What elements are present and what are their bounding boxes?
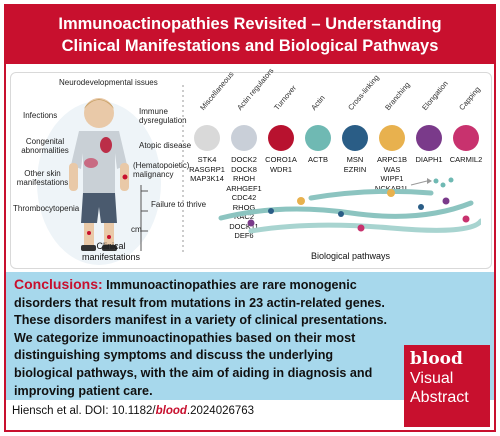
pathways-caption: Biological pathways (311, 251, 391, 261)
citation: Hiensch et al. DOI: 10.1182/blood.202402… (12, 405, 254, 417)
label-atopic: Atopic disease (139, 141, 192, 150)
label-thrombocytopenia: Thrombocytopenia (13, 204, 80, 213)
gene-list: CORO1A WDR1 (251, 155, 311, 174)
gene-list: DOCK2 DOCK8 RHOH ARHGEF1 CDC42 RHOG RAC2 DOCK11… (214, 155, 274, 241)
gene-label: ACTB (307, 155, 328, 164)
conclusions-label: Conclusions: (14, 276, 103, 292)
gene-label: DEF6 (234, 231, 254, 240)
badge-journal: blood (410, 349, 463, 369)
clinical-caption: Clinical manifestations (71, 241, 151, 263)
pathway-heading: Branching (383, 80, 412, 112)
label-failure-to-thrive: Failure to thrive (151, 200, 207, 209)
label-immune-dysregulation: Immune dysregulation (139, 107, 187, 125)
gene-label: WDR1 (269, 164, 293, 174)
gene-label: RHOG (232, 202, 256, 212)
gene-label: DOCK11 (229, 221, 259, 231)
gene-label: RASGRP1 (189, 164, 225, 174)
gene-list: ARPC1B WAS WIPF1 NCKAP1L (362, 155, 422, 193)
pathway-dot (194, 125, 220, 151)
gene-list: MSN EZRIN (325, 155, 385, 174)
diagram-panel: Neurodevelopmental issues Infections Con… (10, 66, 492, 269)
pathway-heading: Cross-linking (346, 72, 381, 112)
divider (182, 85, 184, 255)
conclusions-text: Immunoactinopathies are rare monogenic d… (14, 278, 388, 398)
pathway-dot (453, 125, 479, 151)
gene-label: DOCK8 (231, 164, 257, 174)
badge-visual: Visual (410, 370, 454, 387)
clinical-caption-line-2: manifestations (81, 252, 141, 262)
gene-label: DOCK2 (231, 155, 257, 164)
gene-label: CDC42 (231, 193, 257, 202)
pathway-heading: Elongation (420, 79, 450, 112)
gene-label: MSN (346, 155, 364, 164)
conclusions-panel: Conclusions: Immunoactinopathies are rar… (6, 272, 494, 400)
label-cm: cm (131, 225, 142, 234)
gene-label: STK4 (197, 155, 217, 164)
label-malignancy: (Hematopoietic) malignancy (133, 161, 190, 179)
pathway-heading: Actin regulators (235, 66, 276, 112)
label-congenital: Congenital abnormalities (21, 137, 69, 155)
gene-label: ARPC1B (376, 155, 407, 164)
label-neurodevelopmental: Neurodevelopmental issues (59, 78, 158, 87)
gene-label: ARHGEF1 (226, 183, 262, 193)
gene-list: CARMIL2 (436, 155, 496, 165)
gene-label: NCKAP1L (374, 183, 410, 193)
citation-doi-suffix: .2024026763 (186, 405, 255, 417)
gene-label: CORO1A (265, 155, 297, 164)
pathway-heading: Capping (457, 84, 482, 112)
badge-abstract: Abstract (410, 389, 469, 406)
gene-list: ACTB (288, 155, 348, 165)
pathway-heading: Turnover (272, 83, 299, 112)
pathway-dot (268, 125, 294, 151)
citation-authors-doi: Hiensch et al. DOI: 10.1182/ (12, 405, 156, 417)
label-infections: Infections (23, 111, 58, 120)
pathway-dot (231, 125, 257, 151)
pathway-dot (379, 125, 405, 151)
title-banner: Immunoactinopathies Revisited – Understa… (6, 6, 494, 64)
gene-list: DIAPH1 (399, 155, 459, 165)
gene-label: CARMIL2 (449, 155, 483, 164)
actin-filament-illustration (218, 177, 481, 234)
pathway-dot (342, 125, 368, 151)
title-line-1: Immunoactinopathies Revisited – Understa… (58, 15, 442, 33)
label-skin: Other skin manifestations (16, 169, 69, 187)
gene-label: EZRIN (343, 164, 367, 174)
pathway-dot (305, 125, 331, 151)
gene-label: RHOH (232, 174, 256, 183)
title-line-2: Clinical Manifestations and Biological P… (61, 37, 439, 55)
clinical-caption-line-1: Clinical (96, 241, 126, 251)
pathway-heading: Actin (309, 93, 327, 112)
citation-journal: blood (155, 405, 187, 417)
gene-label: WIPF1 (380, 174, 404, 183)
gene-label: RAC2 (233, 212, 254, 221)
conclusions-paragraph: Conclusions: Immunoactinopathies are rar… (14, 276, 394, 400)
gene-label: MAP3K14 (190, 174, 224, 183)
pathway-dot (416, 125, 442, 151)
gene-label: DIAPH1 (415, 155, 443, 164)
gene-list: STK4 RASGRP1 MAP3K14 (177, 155, 237, 184)
blood-visual-abstract-badge: blood Visual Abstract (404, 345, 490, 427)
child-illustration (37, 98, 161, 265)
gene-label: WAS (383, 164, 401, 174)
